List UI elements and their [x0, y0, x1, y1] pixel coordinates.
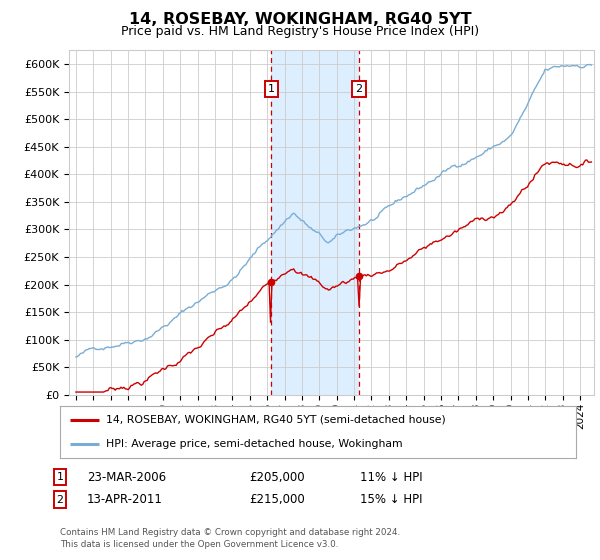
Text: 14, ROSEBAY, WOKINGHAM, RG40 5YT (semi-detached house): 14, ROSEBAY, WOKINGHAM, RG40 5YT (semi-d… — [106, 415, 446, 425]
Text: £205,000: £205,000 — [249, 470, 305, 484]
Text: 23-MAR-2006: 23-MAR-2006 — [87, 470, 166, 484]
Bar — [271, 50, 359, 395]
Text: 15% ↓ HPI: 15% ↓ HPI — [360, 493, 422, 506]
Text: 11% ↓ HPI: 11% ↓ HPI — [360, 470, 422, 484]
Text: 2: 2 — [356, 84, 363, 94]
Text: £215,000: £215,000 — [249, 493, 305, 506]
Text: 1: 1 — [56, 472, 64, 482]
Text: 13-APR-2011: 13-APR-2011 — [87, 493, 163, 506]
Text: Price paid vs. HM Land Registry's House Price Index (HPI): Price paid vs. HM Land Registry's House … — [121, 25, 479, 38]
Text: 14, ROSEBAY, WOKINGHAM, RG40 5YT: 14, ROSEBAY, WOKINGHAM, RG40 5YT — [128, 12, 472, 27]
Text: 1: 1 — [268, 84, 275, 94]
Text: Contains HM Land Registry data © Crown copyright and database right 2024.
This d: Contains HM Land Registry data © Crown c… — [60, 528, 400, 549]
Text: HPI: Average price, semi-detached house, Wokingham: HPI: Average price, semi-detached house,… — [106, 438, 403, 449]
Text: 2: 2 — [56, 494, 64, 505]
